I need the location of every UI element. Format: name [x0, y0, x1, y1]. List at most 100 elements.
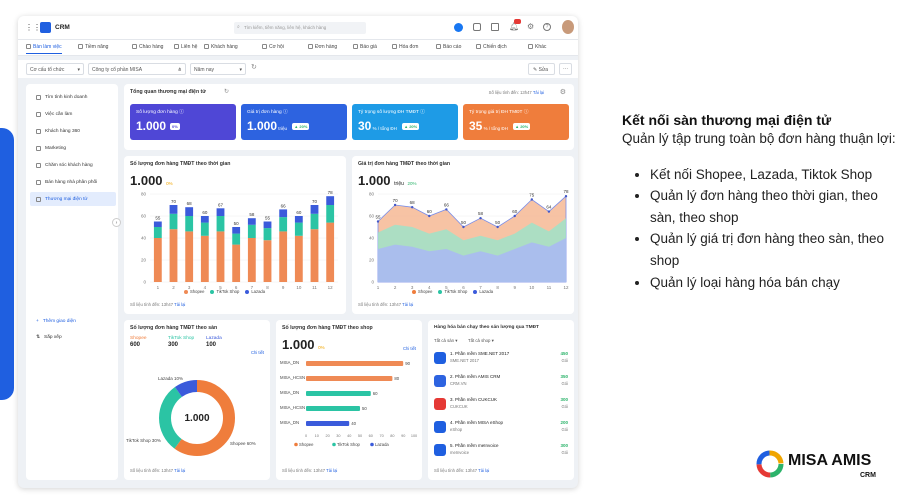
sidebar-item-0[interactable]: Tìm tình kinh doanh — [30, 90, 116, 104]
value-reload-link[interactable]: Tải lại — [402, 302, 414, 307]
x-tick-label: 7 — [479, 285, 482, 290]
kpi-card-2[interactable]: Tỷ trọng số lượng ĐH TMĐT ⓘ 30 % / tổng Đ… — [352, 104, 458, 140]
add-view-button[interactable]: + Thêm giao diện — [30, 314, 116, 328]
apps-grid-icon[interactable]: ⋮⋮ — [25, 23, 41, 32]
top-product-row[interactable]: 5. Phần mềm meInvoice meInvoice 300 Gói — [434, 442, 568, 462]
sidebar-item-2[interactable]: Khách hàng 360 — [30, 124, 116, 138]
facebook-icon[interactable] — [454, 23, 463, 32]
legend-item[interactable]: TikTok Shop — [210, 289, 239, 294]
product-name: 5. Phần mềm meInvoice — [450, 443, 499, 448]
shop-total-value: 1.000 — [282, 337, 315, 352]
value-legend: Shopee TikTok Shop Lazada — [412, 289, 493, 294]
top-reload-link[interactable]: Tải lại — [478, 468, 490, 473]
search-placeholder: Tìm kiếm, tiềm năng, liên hệ, khách hàng — [244, 25, 327, 30]
shop-footer: Số liệu tính đến: 13h47 Tải lại — [282, 468, 337, 473]
sidebar-item-6[interactable]: Thương mại điện tử — [30, 192, 116, 206]
nav-tab-8[interactable]: Hóa đơn — [392, 44, 418, 50]
kpi-number: 1.000 — [247, 119, 278, 133]
shop-reload-link[interactable]: Tải lại — [326, 468, 338, 473]
legend-item[interactable]: TikTok Shop — [438, 289, 467, 294]
bar-lazada — [153, 221, 162, 227]
shop-filter[interactable]: Tất cả shop ▾ — [468, 338, 494, 343]
main-nav: Bàn làm việc Tiềm năng Chào hàng Liên hệ Khá… — [18, 40, 578, 56]
data-label: 55 — [265, 216, 271, 221]
kpi-card-1[interactable]: Giá trị đơn hàng ⓘ 1.000 triệu ▲ 20% — [241, 104, 347, 140]
nav-tab-3[interactable]: Liên hệ — [174, 44, 197, 50]
legend-item[interactable]: Lazada — [473, 289, 493, 294]
x-tick-label: 10 — [296, 285, 302, 290]
product-code: SME.NET 2017 — [450, 358, 480, 363]
period-select[interactable]: Năm nay ▾ — [190, 63, 246, 75]
nav-tab-1[interactable]: Tiềm năng — [78, 44, 108, 50]
gear-icon[interactable]: ⚙ — [527, 22, 535, 31]
data-point — [428, 214, 431, 218]
overview-reload-link[interactable]: Tải lại — [532, 90, 544, 95]
legend-item[interactable]: Shopee — [412, 289, 432, 294]
nav-tab-5[interactable]: Cơ hội — [262, 44, 284, 50]
legend-item[interactable]: Shopee — [184, 289, 204, 294]
sidebar-item-5[interactable]: Bán hàng nhà phân phối — [30, 175, 116, 189]
org-select[interactable]: Cơ cấu tổ chức ▾ — [26, 63, 84, 75]
nav-tab-4[interactable]: Khách hàng — [204, 44, 238, 50]
x-tick-label: 6 — [235, 285, 238, 290]
top-product-row[interactable]: 3. Phần mềm CUKCUK CUKCUK 300 Gói — [434, 396, 568, 416]
platform-value: 100 — [206, 342, 217, 348]
feature-bullet: Quản lý đơn hàng theo thời gian, theo sà… — [650, 185, 900, 228]
calendar-icon[interactable] — [491, 23, 499, 31]
company-select[interactable]: Công ty cổ phần MISA ⋔ — [88, 63, 186, 75]
sidebar-item-3[interactable]: Marketing — [30, 141, 116, 155]
shop-value-label: 40 — [351, 421, 356, 426]
search-input[interactable]: ⌕ Tìm kiếm, tiềm năng, liên hệ, khách hà… — [234, 22, 366, 34]
shop-detail-text[interactable]: Chi tiết — [402, 346, 416, 351]
shop-label: MISA_DN — [280, 360, 299, 365]
slice-label-tiktok: TikTok Shop 30% — [126, 438, 161, 443]
top-updated: Số liệu tính đến: 13h47 — [434, 468, 478, 473]
sidebar-item-1[interactable]: Việc cần làm — [30, 107, 116, 121]
kpi-card-3[interactable]: Tỷ trọng giá trị ĐH TMĐT ⓘ 35 % / tổng ĐH… — [463, 104, 569, 140]
nav-tab-11[interactable]: Khác — [528, 44, 546, 50]
bar-lazada — [200, 216, 209, 223]
nav-tab-icon — [392, 44, 397, 50]
slice-label-shopee: Shopee 60% — [230, 441, 256, 446]
nav-tab-6[interactable]: Đơn hàng — [308, 44, 337, 50]
top-product-row[interactable]: 2. Phần mềm AMIS CRM CRM.VN 350 Gói — [434, 373, 568, 393]
nav-tab-7[interactable]: Báo giá — [353, 44, 377, 50]
sort-button[interactable]: ⇅ Sắp xếp — [30, 330, 116, 344]
nav-tab-label: Liên hệ — [181, 44, 198, 50]
data-label: 78 — [563, 190, 569, 194]
sidebar-collapse-button[interactable]: › — [112, 218, 121, 227]
top-product-row[interactable]: 1. Phần mềm SME.NET 2017 SME.NET 2017 450 G… — [434, 350, 568, 370]
avatar[interactable] — [562, 20, 574, 34]
shop-label: MISA_HCSN — [280, 375, 305, 380]
sidebar-item-4[interactable]: Chăm sóc khách hàng — [30, 158, 116, 172]
legend-item[interactable]: Lazada — [245, 289, 265, 294]
settings-icon[interactable]: ⚙ — [559, 89, 566, 96]
nav-tab-10[interactable]: Chiến dịch — [476, 44, 507, 50]
nav-tab-0[interactable]: Bàn làm việc — [26, 44, 62, 54]
platform-value: 600 — [130, 342, 141, 348]
help-icon[interactable]: ? — [543, 23, 551, 31]
orders-by-time-title: Số lượng đơn hàng TMĐT theo thời gian — [130, 161, 231, 167]
platform-filter[interactable]: Tất cả sàn ▾ — [434, 338, 458, 343]
more-button[interactable]: ··· — [559, 63, 572, 75]
link-icon[interactable] — [473, 23, 481, 31]
refresh-icon[interactable]: ↻ — [251, 64, 257, 71]
platform-detail-text[interactable]: Chi tiết — [250, 350, 264, 355]
shop-detail-link[interactable]: Chi tiết — [403, 346, 416, 351]
kpi-card-0[interactable]: Số lượng đơn hàng ⓘ 1.000 0% — [130, 104, 236, 140]
bell-icon[interactable]: 🔔︎ — [509, 22, 520, 31]
platform-detail-link[interactable]: Chi tiết — [251, 350, 264, 355]
bar-lazada — [294, 216, 303, 223]
donut-updated: Số liệu tính đến: 13h47 — [130, 468, 174, 473]
edit-button[interactable]: ✎ Sửa — [528, 63, 555, 75]
top-product-row[interactable]: 4. Phần mềm MISA eShop eShop 200 Gói — [434, 419, 568, 439]
sidebar-item-icon — [36, 179, 41, 185]
orders-reload-link[interactable]: Tải lại — [174, 302, 186, 307]
reload-icon[interactable]: ↻ — [224, 89, 230, 95]
donut-reload-link[interactable]: Tải lại — [174, 468, 186, 473]
platform-value: 300 — [168, 342, 179, 348]
nav-tab-2[interactable]: Chào hàng — [132, 44, 163, 50]
nav-tab-9[interactable]: Báo cáo — [436, 44, 461, 50]
sort-icon: ⇅ — [36, 334, 41, 340]
